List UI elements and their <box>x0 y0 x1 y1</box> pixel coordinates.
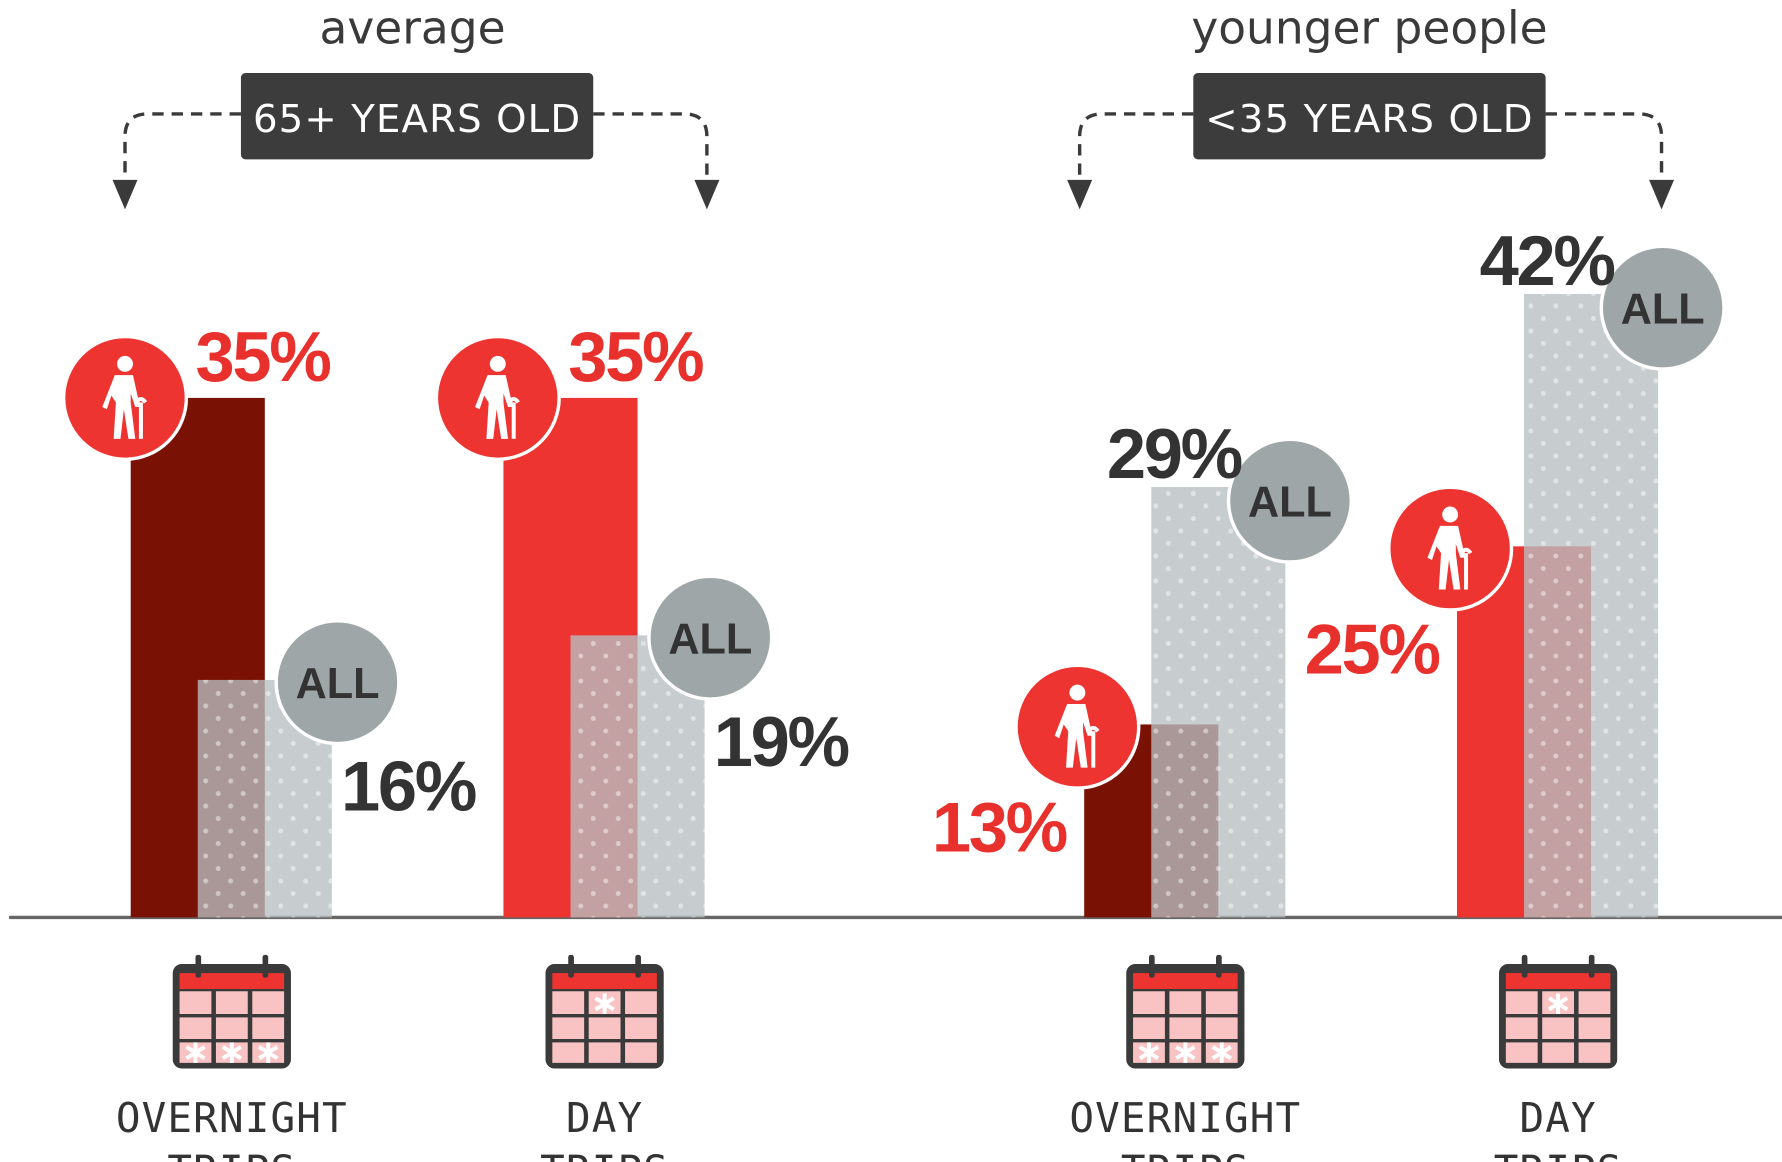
value-label: 16% <box>341 747 476 826</box>
arrow-head <box>1067 179 1093 210</box>
category-label: OVERNIGHT TRIPS <box>115 1095 348 1162</box>
arrow <box>593 112 709 183</box>
series-badge: ALL <box>647 574 774 701</box>
series-badge <box>1387 485 1514 612</box>
series-badge <box>61 334 189 461</box>
category-label-box: DAY TRIPS <box>540 1095 668 1162</box>
badge-circle <box>1226 437 1353 564</box>
value-label: 25% <box>1305 610 1440 689</box>
calendar-icon <box>172 954 291 1069</box>
group-box: <35 YEARS OLD <box>1193 72 1546 160</box>
value-label: 35% <box>195 317 330 396</box>
category-label-box: OVERNIGHT TRIPS <box>1069 1095 1302 1162</box>
series-name: ALL <box>296 660 380 708</box>
group-box: 65+ YEARS OLD <box>240 72 594 160</box>
series-badge: ALL <box>1599 244 1726 371</box>
series-name: ALL <box>1621 286 1705 334</box>
badge-circle <box>1599 244 1726 371</box>
series-badge <box>434 334 561 461</box>
bar-texture <box>1524 294 1659 918</box>
value-label: 35% <box>568 317 703 396</box>
series-name: ALL <box>1248 479 1332 527</box>
value-label: 29% <box>1107 414 1242 493</box>
group-box-bg <box>1193 72 1546 160</box>
series-badge: ALL <box>1226 437 1353 564</box>
badge-circle <box>647 574 774 701</box>
group-label: 65+ YEARS OLD <box>253 97 581 142</box>
arrow-head <box>112 179 138 210</box>
chart-title: younger people <box>1191 1 1547 54</box>
arrow-head <box>694 179 720 210</box>
arrow-head <box>1649 179 1675 210</box>
category-label: DAY TRIPS <box>1494 1095 1622 1162</box>
arrow <box>123 112 241 183</box>
series-name: ALL <box>668 616 752 664</box>
bar-texture <box>1151 486 1286 918</box>
calendar-icon <box>545 954 664 1069</box>
badge-circle <box>274 619 401 746</box>
series-badge <box>1014 663 1141 790</box>
group-box-bg <box>240 72 594 160</box>
category-label: DAY TRIPS <box>540 1095 668 1162</box>
group-label: <35 YEARS OLD <box>1205 97 1533 142</box>
category-label-box: OVERNIGHT TRIPS <box>115 1095 348 1162</box>
series-badge: ALL <box>274 619 401 746</box>
value-label: 19% <box>714 702 849 781</box>
calendar-icon <box>1126 954 1245 1069</box>
arrow <box>1545 112 1664 183</box>
category-label: OVERNIGHT TRIPS <box>1069 1095 1302 1162</box>
chart-title: average <box>320 1 506 54</box>
value-label: 42% <box>1480 221 1615 300</box>
value-label: 13% <box>932 788 1067 867</box>
arrow <box>1077 112 1194 183</box>
category-label-box: DAY TRIPS <box>1494 1095 1622 1162</box>
calendar-icon <box>1499 954 1618 1069</box>
